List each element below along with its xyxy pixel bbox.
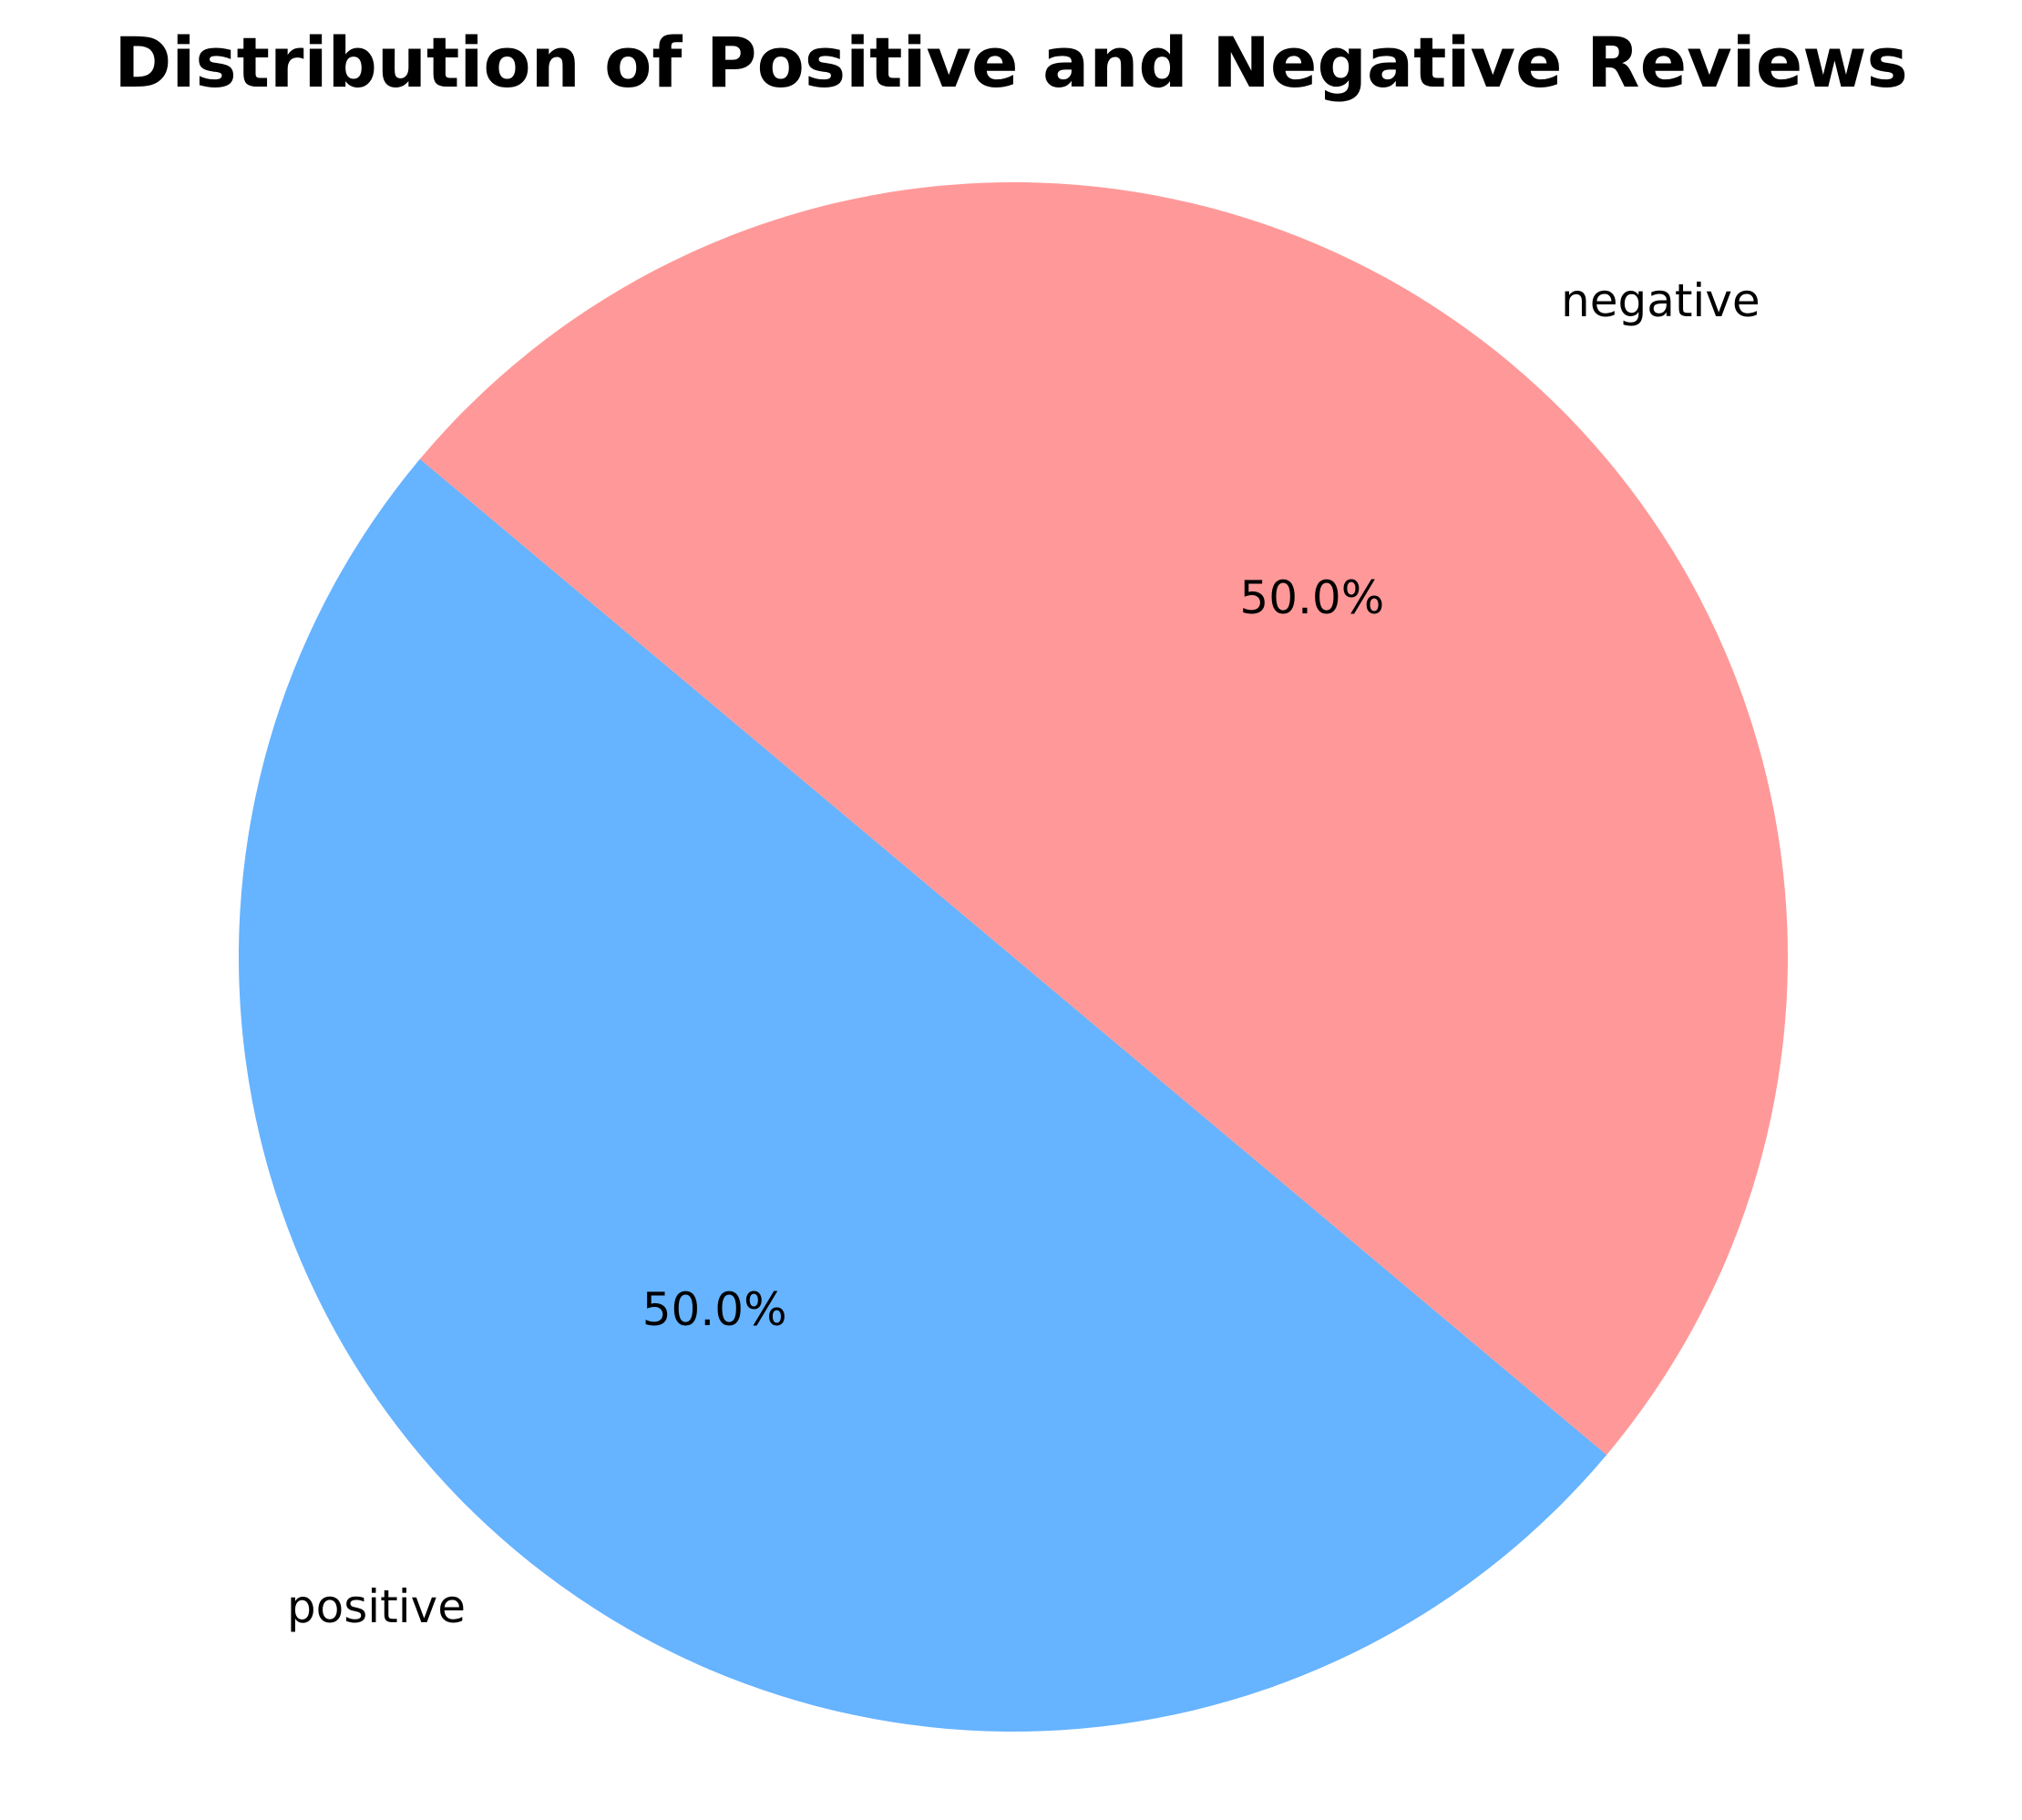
pie-slice-positive — [238, 458, 1607, 1733]
percent-label-positive: 50.0% — [642, 1283, 787, 1336]
slice-label-positive: positive — [287, 1580, 466, 1633]
chart-title: Distribution of Positive and Negative Re… — [114, 22, 1907, 103]
pie-labels: positive 50.0% negative 50.0% — [287, 274, 1760, 1633]
pie-slices — [238, 181, 1789, 1733]
slice-label-negative: negative — [1561, 274, 1760, 327]
pie-slice-negative — [419, 181, 1789, 1455]
percent-label-negative: 50.0% — [1239, 571, 1384, 624]
